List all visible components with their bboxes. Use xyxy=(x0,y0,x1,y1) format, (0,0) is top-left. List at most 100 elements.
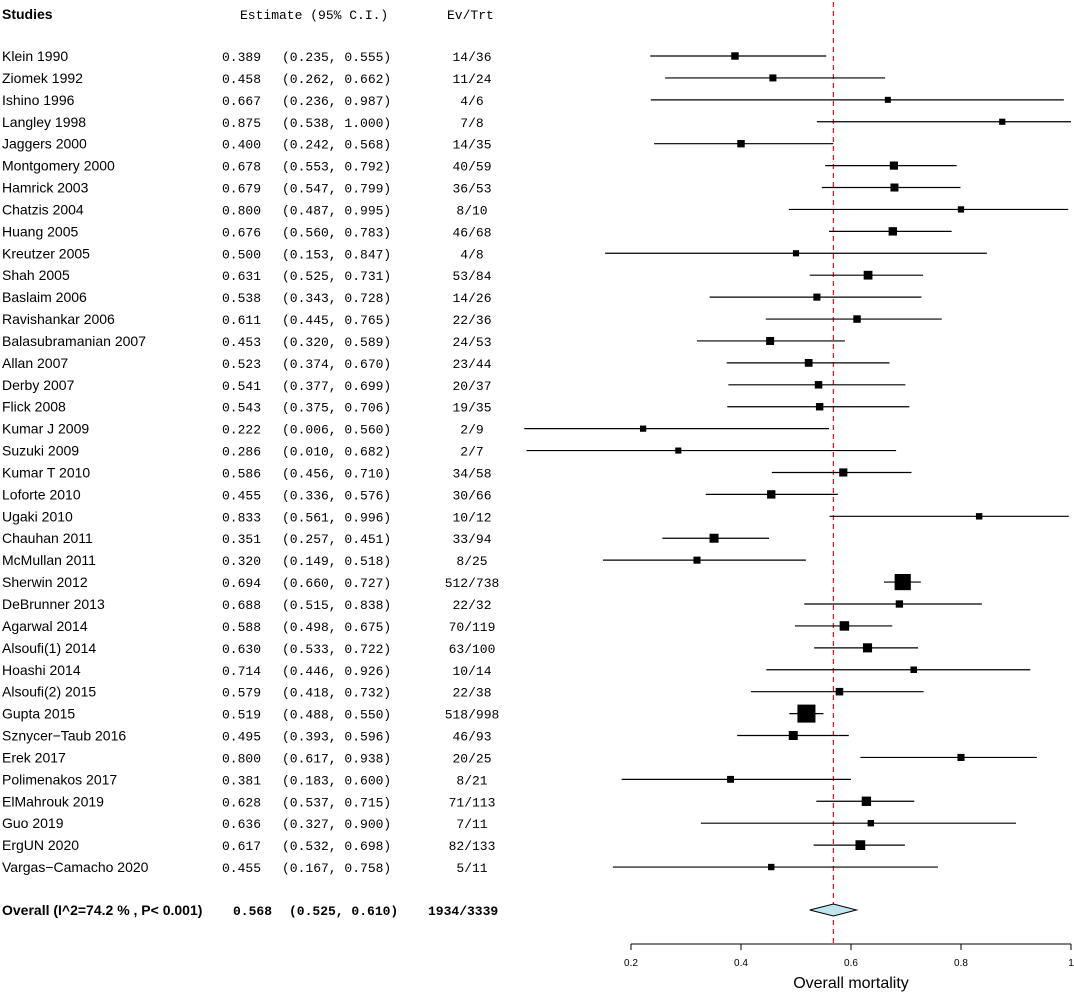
study-estimate: 0.678 xyxy=(222,160,261,175)
study-point xyxy=(813,293,821,301)
study-events: 8/21 xyxy=(456,773,487,788)
study-row: Suzuki 2009 0.286 (0.010, 0.682) 2/7 xyxy=(2,443,897,460)
study-name: DeBrunner 2013 xyxy=(2,596,105,612)
study-events: 46/68 xyxy=(452,225,491,240)
study-name: Baslaim 2006 xyxy=(2,289,87,305)
study-estimate: 0.636 xyxy=(222,817,261,832)
study-estimate: 0.694 xyxy=(222,576,261,591)
study-name: Ravishankar 2006 xyxy=(2,311,115,327)
study-point xyxy=(731,52,739,60)
study-point xyxy=(815,403,824,411)
study-events: 22/36 xyxy=(452,313,491,328)
header-row: Studies Estimate (95% C.I.) Ev/Trt xyxy=(2,6,494,23)
study-row: Polimenakos 2017 0.381 (0.183, 0.600) 8/21 xyxy=(2,771,851,788)
study-row: Chatzis 2004 0.800 (0.487, 0.995) 8/10 xyxy=(2,201,1069,218)
study-estimate: 0.833 xyxy=(222,510,261,525)
study-estimate: 0.381 xyxy=(222,773,261,788)
study-point xyxy=(853,315,861,323)
study-events: 46/93 xyxy=(452,730,491,745)
study-ci: (0.547, 0.799) xyxy=(282,182,391,197)
overall-label: Overall (I^2=74.2 % , P< 0.001) xyxy=(2,902,202,918)
study-events: 4/8 xyxy=(460,247,483,262)
study-ci: (0.242, 0.568) xyxy=(282,138,391,153)
study-events: 63/100 xyxy=(449,642,496,657)
study-row: Erek 2017 0.800 (0.617, 0.938) 20/25 xyxy=(2,749,1037,766)
overall-events: 1934/3339 xyxy=(428,904,498,919)
study-row: Balasubramanian 2007 0.453 (0.320, 0.589) 2… xyxy=(2,333,845,350)
study-point xyxy=(839,468,848,477)
study-estimate: 0.458 xyxy=(222,72,261,87)
study-estimate: 0.453 xyxy=(222,335,261,350)
overall-row: Overall (I^2=74.2 % , P< 0.001) 0.568 (0.5… xyxy=(2,902,859,919)
study-row: Chauhan 2011 0.351 (0.257, 0.451) 33/94 xyxy=(2,530,770,547)
study-point xyxy=(867,820,874,827)
study-ci: (0.617, 0.938) xyxy=(282,751,391,766)
study-row: ErgUN 2020 0.617 (0.532, 0.698) 82/133 xyxy=(2,837,905,854)
study-estimate: 0.688 xyxy=(222,598,261,613)
study-point xyxy=(797,704,816,723)
study-point xyxy=(792,250,800,257)
study-row: Kumar T 2010 0.586 (0.456, 0.710) 34/58 xyxy=(2,464,912,481)
study-point xyxy=(727,775,734,783)
study-estimate: 0.320 xyxy=(222,554,261,569)
study-row: Huang 2005 0.676 (0.560, 0.783) 46/68 xyxy=(2,223,952,240)
study-ci: (0.537, 0.715) xyxy=(282,795,391,810)
study-name: Hoashi 2014 xyxy=(2,662,81,678)
header-events: Ev/Trt xyxy=(447,8,494,23)
study-point xyxy=(709,533,719,543)
study-name: Loforte 2010 xyxy=(2,486,81,502)
study-point xyxy=(835,687,844,696)
study-events: 14/26 xyxy=(452,291,491,306)
study-ci: (0.006, 0.560) xyxy=(282,423,391,438)
study-point xyxy=(814,381,823,389)
study-name: Ishino 1996 xyxy=(2,92,75,108)
study-ci: (0.374, 0.670) xyxy=(282,357,391,372)
x-tick-label: 1 xyxy=(1068,958,1074,969)
study-ci: (0.553, 0.792) xyxy=(282,160,391,175)
study-point xyxy=(862,643,873,653)
study-row: Guo 2019 0.636 (0.327, 0.900) 7/11 xyxy=(2,815,1016,832)
study-events: 71/113 xyxy=(449,795,496,810)
study-ci: (0.456, 0.710) xyxy=(282,466,391,481)
study-events: 14/36 xyxy=(452,50,491,65)
study-ci: (0.167, 0.758) xyxy=(282,861,391,876)
study-estimate: 0.523 xyxy=(222,357,261,372)
study-events: 22/38 xyxy=(452,686,491,701)
study-events: 40/59 xyxy=(452,160,491,175)
study-name: ErgUN 2020 xyxy=(2,837,79,853)
study-row: Hamrick 2003 0.679 (0.547, 0.799) 36/53 xyxy=(2,180,961,197)
study-name: Flick 2008 xyxy=(2,399,66,415)
study-point xyxy=(804,359,813,367)
study-events: 8/25 xyxy=(456,554,487,569)
study-point xyxy=(639,425,647,432)
study-row: Ugaki 2010 0.833 (0.561, 0.996) 10/12 xyxy=(2,508,1069,525)
study-ci: (0.525, 0.731) xyxy=(282,269,391,284)
study-events: 512/738 xyxy=(445,576,500,591)
study-estimate: 0.389 xyxy=(222,50,261,65)
study-name: Alsoufi(2) 2015 xyxy=(2,684,96,700)
study-name: Guo 2019 xyxy=(2,815,64,831)
study-estimate: 0.630 xyxy=(222,642,261,657)
study-row: Gupta 2015 0.519 (0.488, 0.550) 518/998 xyxy=(2,704,824,723)
study-events: 30/66 xyxy=(452,488,491,503)
study-ci: (0.320, 0.589) xyxy=(282,335,391,350)
study-name: Sznycer−Taub 2016 xyxy=(2,728,126,744)
study-point xyxy=(890,183,899,192)
study-estimate: 0.875 xyxy=(222,116,261,131)
study-events: 7/11 xyxy=(456,817,487,832)
study-ci: (0.153, 0.847) xyxy=(282,247,391,262)
study-point xyxy=(895,600,904,608)
study-name: Montgomery 2000 xyxy=(2,158,115,174)
study-events: 7/8 xyxy=(460,116,483,131)
study-estimate: 0.800 xyxy=(222,203,261,218)
study-row: Vargas−Camacho 2020 0.455 (0.167, 0.758) 5/… xyxy=(2,859,938,876)
study-estimate: 0.400 xyxy=(222,138,261,153)
study-estimate: 0.617 xyxy=(222,839,261,854)
study-estimate: 0.541 xyxy=(222,379,261,394)
study-ci: (0.498, 0.675) xyxy=(282,620,391,635)
study-name: Allan 2007 xyxy=(2,355,68,371)
study-estimate: 0.543 xyxy=(222,401,261,416)
x-axis-label: Overall mortality xyxy=(793,975,909,992)
study-estimate: 0.222 xyxy=(222,423,261,438)
study-name: Ziomek 1992 xyxy=(2,70,83,86)
